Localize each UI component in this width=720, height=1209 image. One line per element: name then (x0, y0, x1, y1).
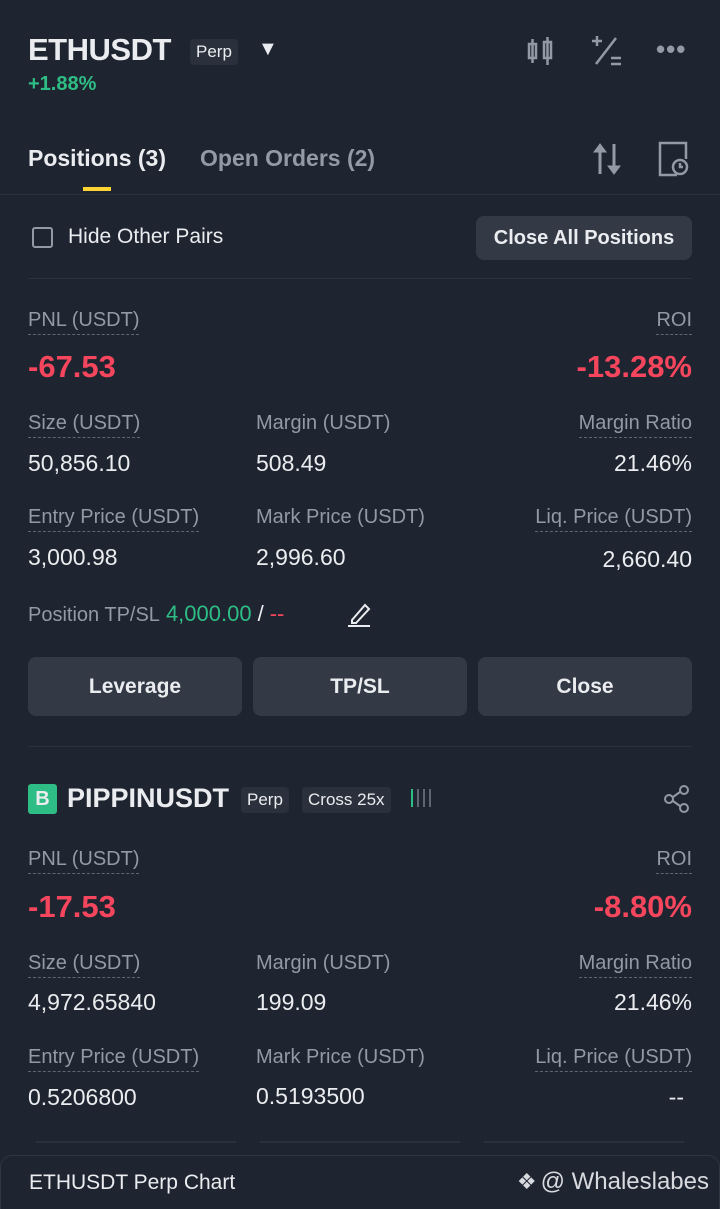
margin-label: Margin (USDT) (256, 952, 391, 974)
tpsl-label: Position TP/SL (28, 604, 160, 626)
pnl-label: PNL (USDT) (28, 309, 140, 335)
edit-icon[interactable] (346, 600, 374, 628)
more-icon[interactable]: ••• (656, 34, 687, 64)
divider (28, 278, 692, 279)
candlestick-icon[interactable] (526, 36, 556, 68)
sl-value: -- (269, 601, 285, 626)
margin-ratio-label: Margin Ratio (578, 412, 692, 438)
close-position-button[interactable]: Close (478, 657, 692, 716)
dropdown-icon[interactable]: ▼ (258, 38, 278, 60)
margin-value: 199.09 (256, 989, 327, 1015)
liq-price-value: -- (668, 1084, 684, 1110)
entry-price-value: 3,000.98 (28, 544, 118, 570)
size-label: Size (USDT) (28, 412, 141, 438)
symbol-title[interactable]: ETHUSDT (28, 32, 171, 67)
pnl-value: -67.53 (28, 349, 116, 384)
margin-level-indicator (411, 789, 431, 807)
sort-icon[interactable] (592, 142, 622, 176)
tab-open-orders[interactable]: Open Orders (2) (200, 145, 376, 171)
entry-price-value: 0.5206800 (28, 1084, 137, 1110)
history-icon[interactable] (657, 141, 691, 177)
price-change: +1.88% (28, 73, 97, 95)
pnl-value: -17.53 (28, 889, 116, 924)
leverage-button[interactable] (36, 1141, 236, 1143)
size-value: 50,856.10 (28, 450, 131, 476)
divider (28, 746, 692, 747)
liq-price-label: Liq. Price (USDT) (535, 506, 692, 532)
roi-value: -8.80% (593, 889, 692, 924)
mark-price-label: Mark Price (USDT) (256, 506, 425, 528)
hide-other-pairs-checkbox[interactable] (32, 227, 53, 248)
size-label: Size (USDT) (28, 952, 141, 978)
position-symbol[interactable]: PIPPINUSDT (67, 783, 230, 813)
entry-price-label: Entry Price (USDT) (28, 506, 200, 532)
binance-logo-icon: ❖ (516, 1169, 537, 1194)
perp-tag: Perp (190, 39, 238, 65)
margin-ratio-value: 21.46% (613, 989, 692, 1015)
liq-price-value: 2,660.40 (602, 546, 692, 572)
tpsl-separator: / (257, 601, 264, 626)
active-tab-indicator (83, 187, 111, 191)
tpsl-button[interactable]: TP/SL (253, 657, 467, 716)
leverage-button[interactable]: Leverage (28, 657, 242, 716)
watermark: ❖ @ Whaleslabes (517, 1168, 709, 1196)
hide-other-pairs-label[interactable]: Hide Other Pairs (68, 225, 224, 248)
pnl-label: PNL (USDT) (28, 848, 140, 874)
margin-label: Margin (USDT) (256, 412, 391, 434)
mark-price-value: 2,996.60 (256, 544, 346, 570)
position-tpsl-row: Position TP/SL 4,000.00 / -- (28, 601, 284, 627)
roi-value: -13.28% (576, 349, 692, 384)
chart-drawer-label[interactable]: ETHUSDT Perp Chart (29, 1171, 236, 1194)
margin-ratio-value: 21.46% (613, 450, 692, 476)
tp-value: 4,000.00 (165, 601, 252, 626)
tpsl-button[interactable] (260, 1141, 460, 1143)
entry-price-label: Entry Price (USDT) (28, 1046, 200, 1072)
share-icon[interactable] (663, 785, 691, 813)
margin-value: 508.49 (256, 450, 327, 476)
margin-ratio-label: Margin Ratio (578, 952, 692, 978)
margin-mode-tag: Cross 25x (302, 787, 391, 813)
roi-label: ROI (656, 848, 692, 874)
roi-label: ROI (656, 309, 692, 335)
buy-side-badge: B (28, 784, 57, 814)
tab-positions[interactable]: Positions (3) (28, 145, 167, 171)
liq-price-label: Liq. Price (USDT) (535, 1046, 692, 1072)
tabs-divider (0, 194, 720, 195)
watermark-text: @ Whaleslabes (540, 1168, 709, 1195)
close-position-button[interactable] (484, 1141, 684, 1143)
calculator-icon[interactable] (590, 34, 624, 68)
close-all-positions-button[interactable]: Close All Positions (476, 216, 692, 260)
chart-drawer[interactable]: ETHUSDT Perp Chart ❖ @ Whaleslabes (0, 1155, 720, 1209)
size-value: 4,972.65840 (28, 989, 156, 1015)
perp-tag: Perp (241, 787, 289, 813)
mark-price-label: Mark Price (USDT) (256, 1046, 425, 1068)
mark-price-value: 0.5193500 (256, 1083, 365, 1109)
